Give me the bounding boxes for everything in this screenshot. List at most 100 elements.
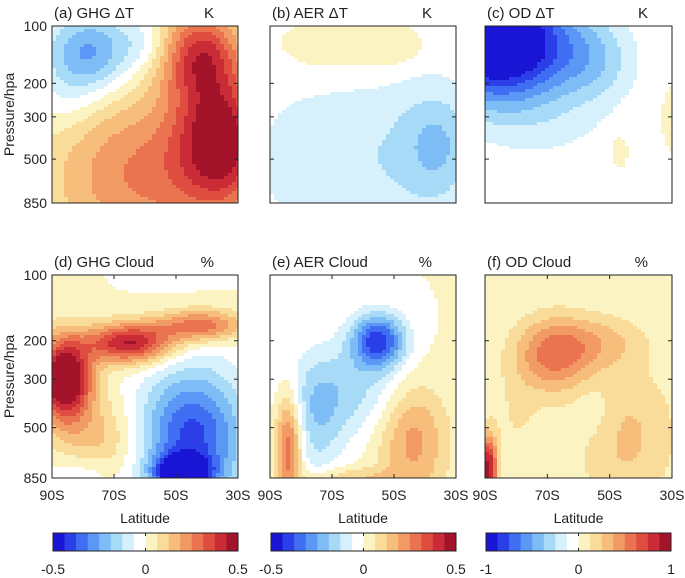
figure: (a) GHG ΔT K100200300500850Pressure/hpa(b… — [0, 0, 685, 578]
colorbar-swatch — [648, 533, 660, 551]
colorbar-swatch — [352, 533, 364, 551]
colorbar-tick-label: 0 — [575, 561, 583, 577]
colorbar-swatch — [375, 533, 387, 551]
colorbar-tick-label: -0.5 — [41, 561, 65, 577]
colorbar-swatch — [567, 533, 579, 551]
colorbar-swatch — [146, 533, 158, 551]
colorbar-1: -0.5 0 0.5 — [41, 533, 248, 577]
colorbar-swatch — [283, 533, 295, 551]
colorbar-swatch — [180, 533, 192, 551]
colorbar-tick-label: 0 — [360, 561, 368, 577]
colorbar-swatch — [521, 533, 533, 551]
field-d — [52, 275, 238, 478]
y-tick-label: 300 — [24, 371, 48, 387]
panel-b: (b) AER ΔT K — [270, 5, 456, 203]
colorbar-swatch — [157, 533, 169, 551]
panel-a: (a) GHG ΔT K 100 200 300 500 850 Pressure/hpa — [1, 5, 238, 211]
panel-title: (a) GHG ΔT — [54, 5, 134, 22]
colorbar-swatch — [134, 533, 146, 551]
y-tick-label: 850 — [24, 470, 48, 486]
y-axis-label: Pressure/hpa — [1, 335, 17, 418]
colorbar-swatch — [203, 533, 215, 551]
colorbar-swatch — [498, 533, 510, 551]
colorbar-swatch — [636, 533, 648, 551]
colorbar-swatch — [659, 533, 671, 551]
colorbar-swatch — [444, 533, 456, 551]
colorbar-swatch — [555, 533, 567, 551]
colorbar-swatch — [544, 533, 556, 551]
colorbar-swatch — [317, 533, 329, 551]
colorbar-swatch — [421, 533, 433, 551]
panel-unit: K — [638, 5, 648, 22]
field-b — [270, 26, 456, 203]
colorbar-swatch — [111, 533, 123, 551]
colorbar-swatch — [65, 533, 77, 551]
colorbar-swatch — [88, 533, 100, 551]
x-tick-label: 50S — [164, 487, 189, 503]
y-tick-label: 200 — [24, 333, 48, 349]
colorbar-swatch — [433, 533, 445, 551]
x-tick-label: 70S — [320, 487, 345, 503]
x-tick-label: 70S — [535, 487, 560, 503]
colorbar-swatch — [271, 533, 283, 551]
x-axis-label: Latitude — [554, 510, 604, 526]
colorbar-swatch — [192, 533, 204, 551]
colorbar-swatch — [99, 533, 111, 551]
y-tick-label: 500 — [24, 420, 48, 436]
field-e — [270, 275, 456, 478]
colorbar-tick-label: 0.5 — [446, 561, 466, 577]
colorbar-swatch — [613, 533, 625, 551]
panel-unit: K — [422, 5, 432, 22]
panel-unit: % — [419, 254, 432, 271]
colorbar-tick-label: 1 — [667, 561, 675, 577]
x-tick-label: 90S — [258, 487, 283, 503]
panel-unit: K — [204, 5, 214, 22]
x-tick-label: 30S — [660, 487, 685, 503]
x-tick-label: 90S — [473, 487, 498, 503]
y-tick-label: 100 — [24, 18, 48, 34]
colorbar-swatch — [410, 533, 422, 551]
y-tick-label: 500 — [24, 151, 48, 167]
x-axis-label: Latitude — [120, 510, 170, 526]
colorbar-swatch — [486, 533, 498, 551]
field-c — [485, 26, 672, 203]
colorbar-swatch — [340, 533, 352, 551]
panel-title: (c) OD ΔT — [487, 5, 555, 22]
colorbar-tick-label: 0.5 — [228, 561, 248, 577]
colorbar-3: -1 0 1 — [480, 533, 675, 577]
x-tick-label: 50S — [597, 487, 622, 503]
colorbar-tick-label: -0.5 — [259, 561, 283, 577]
colorbar-swatch — [398, 533, 410, 551]
y-tick-label: 200 — [24, 75, 48, 91]
colorbar-swatch — [329, 533, 341, 551]
colorbar-swatch — [226, 533, 238, 551]
panel-unit: % — [201, 254, 214, 271]
colorbar-swatch — [306, 533, 318, 551]
colorbar-tick-label: 0 — [142, 561, 150, 577]
x-tick-label: 90S — [40, 487, 65, 503]
x-tick-label: 50S — [382, 487, 407, 503]
colorbar-swatch — [364, 533, 376, 551]
field-a — [52, 26, 238, 203]
colorbar-swatch — [122, 533, 134, 551]
colorbar-swatch — [215, 533, 227, 551]
x-axis-label: Latitude — [338, 510, 388, 526]
y-tick-label: 850 — [24, 195, 48, 211]
x-tick-label: 30S — [226, 487, 251, 503]
colorbar-swatch — [590, 533, 602, 551]
colorbar-tick-label: -1 — [480, 561, 493, 577]
x-tick-label: 30S — [444, 487, 469, 503]
panel-c: (c) OD ΔT K — [485, 5, 672, 203]
colorbar-swatch — [294, 533, 306, 551]
colorbar-swatch — [532, 533, 544, 551]
y-axis-label: Pressure/hpa — [1, 73, 17, 156]
field-f — [485, 275, 672, 478]
colorbar-swatch — [602, 533, 614, 551]
colorbar-2: -0.5 0 0.5 — [259, 533, 466, 577]
y-tick-label: 300 — [24, 109, 48, 125]
panel-title: (f) OD Cloud — [487, 254, 571, 271]
colorbar-swatch — [169, 533, 181, 551]
